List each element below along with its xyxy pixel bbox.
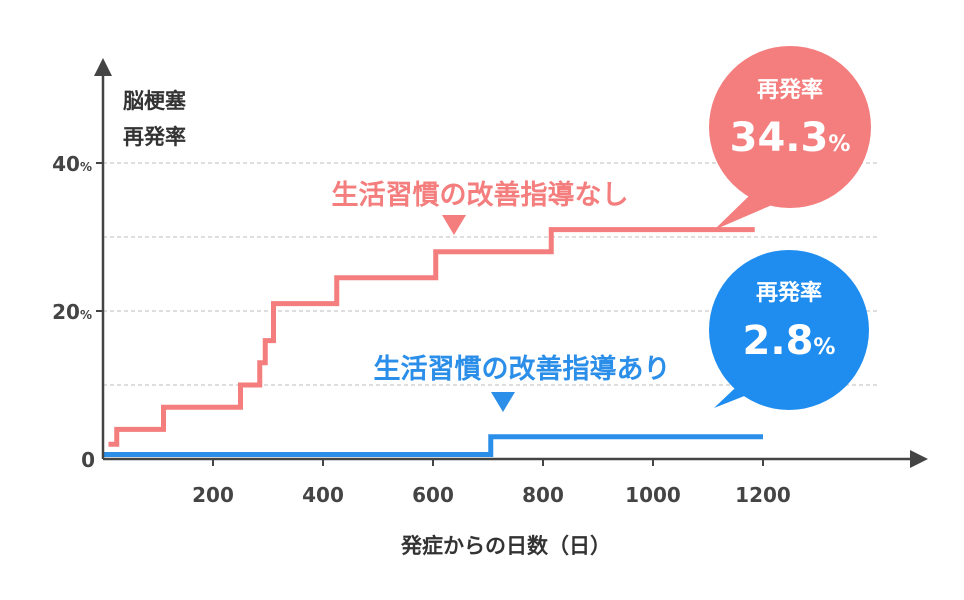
series-line-0 bbox=[108, 227, 755, 447]
y-tick-label-20: 20% bbox=[52, 300, 92, 324]
y-axis-arrow bbox=[94, 58, 112, 76]
callout-tail-0 bbox=[714, 193, 772, 230]
x-tick-label-800: 800 bbox=[522, 483, 564, 507]
series-name-label-0: 生活習慣の改善指導なし bbox=[332, 179, 629, 211]
x-axis-label: 発症からの日数（日） bbox=[400, 534, 611, 558]
series-line-1 bbox=[103, 434, 763, 458]
y-tick-label-40: 40% bbox=[52, 152, 92, 176]
x-tick-label-1000: 1000 bbox=[625, 483, 681, 507]
callout-value-0: 34.3% bbox=[730, 115, 851, 161]
callout-bubble-0 bbox=[709, 46, 871, 208]
series-name-label-1: 生活習慣の改善指導あり bbox=[374, 353, 671, 385]
y-axis-label-line-1: 再発率 bbox=[123, 125, 186, 149]
series-marker-0 bbox=[442, 215, 466, 235]
x-tick-label-400: 400 bbox=[302, 483, 344, 507]
series-layer bbox=[103, 227, 763, 458]
callout-tail-1 bbox=[714, 372, 772, 408]
labels-layer: 200 400 600 800 1000 1200 0 20% 40% 脳梗塞再発率発症からの日数… bbox=[52, 89, 791, 558]
series-marker-1 bbox=[491, 392, 515, 412]
x-tick-label-1200: 1200 bbox=[735, 483, 791, 507]
callout-value-1: 2.8% bbox=[743, 318, 836, 364]
x-axis-arrow bbox=[910, 450, 928, 468]
callout-bubble-1 bbox=[709, 250, 869, 410]
x-tick-label-600: 600 bbox=[412, 483, 454, 507]
callout-label-0: 再発率 bbox=[757, 77, 823, 103]
callout-label-1: 再発率 bbox=[756, 280, 822, 306]
callouts-layer: 再発率 34.3% 再発率 2.8% bbox=[709, 46, 871, 410]
y-axis-label-line-0: 脳梗塞 bbox=[123, 89, 187, 113]
axes bbox=[94, 58, 928, 468]
x-tick-label-200: 200 bbox=[192, 483, 234, 507]
y-tick-label-0: 0 bbox=[81, 448, 95, 472]
